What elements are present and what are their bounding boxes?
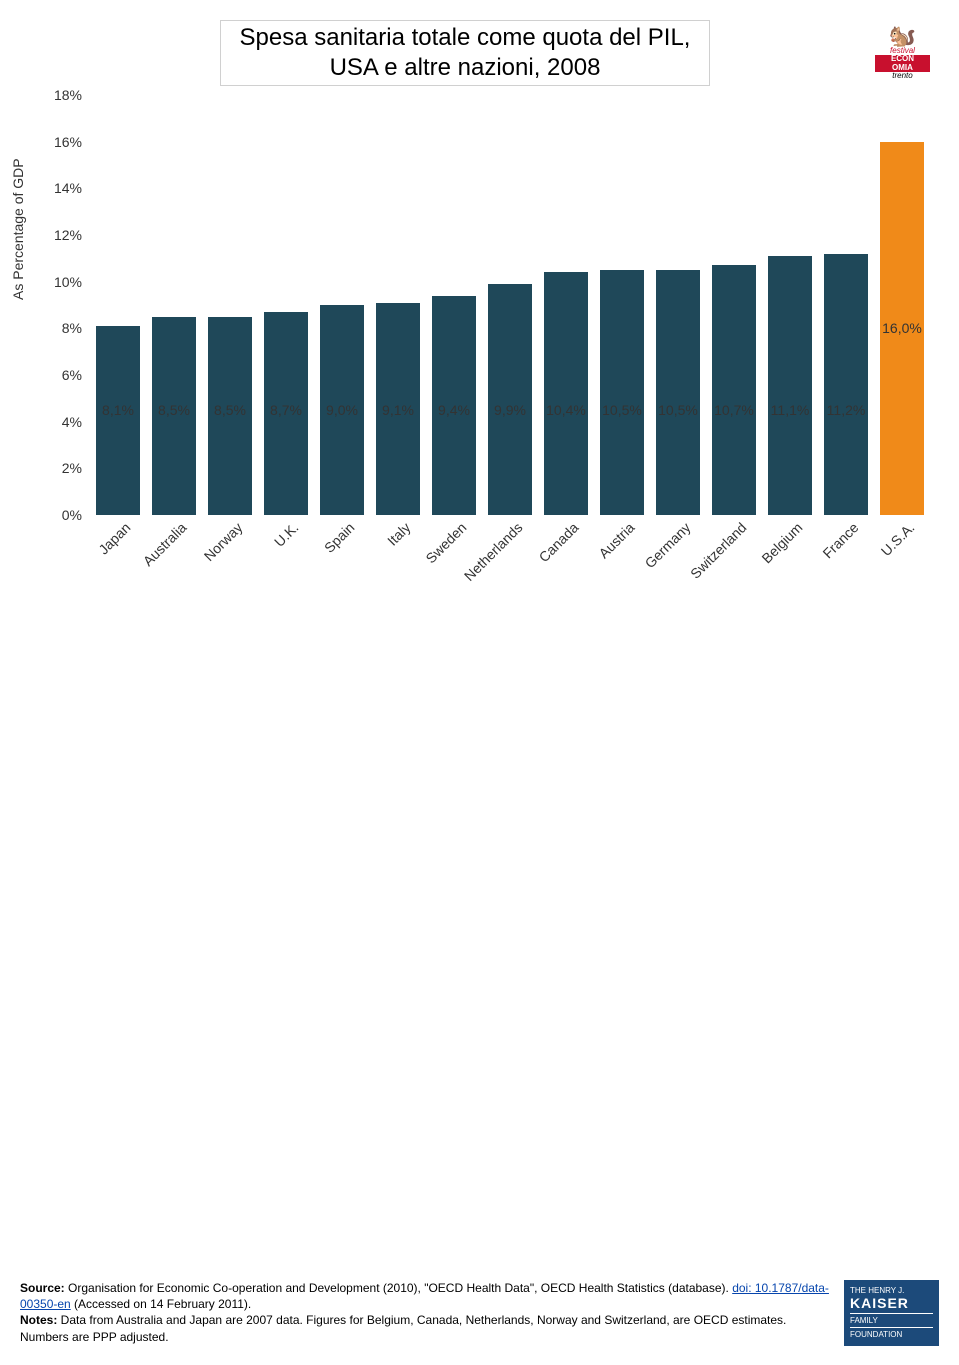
chart-title: Spesa sanitaria totale come quota del PI…: [220, 20, 710, 86]
bar-value-label: 8,7%: [264, 402, 308, 418]
notes-label: Notes:: [20, 1313, 57, 1327]
source-label: Source:: [20, 1281, 65, 1295]
x-axis-label: Italy: [380, 515, 414, 549]
bar-value-label: 9,0%: [320, 402, 364, 418]
y-tick: 2%: [62, 460, 82, 476]
bar-rect: [96, 326, 140, 515]
chart-container: Spesa sanitaria totale come quota del PI…: [20, 20, 940, 640]
bar-value-label: 9,4%: [432, 402, 476, 418]
squirrel-icon: 🐿️: [875, 25, 930, 47]
y-tick: 10%: [54, 274, 82, 290]
x-axis-label: Canada: [531, 515, 581, 565]
notes-text: Data from Australia and Japan are 2007 d…: [20, 1313, 786, 1343]
bar-rect: [824, 254, 868, 515]
y-axis-label: As Percentage of GDP: [10, 158, 26, 300]
x-axis-label: Switzerland: [683, 515, 750, 582]
bar-value-label: 9,9%: [488, 402, 532, 418]
bar: 10,7%Switzerland: [712, 95, 756, 515]
bar-value-label: 8,1%: [96, 402, 140, 418]
bar-value-label: 10,4%: [544, 402, 588, 418]
y-tick: 14%: [54, 180, 82, 196]
bar: 10,4%Canada: [544, 95, 588, 515]
x-axis-label: Spain: [317, 515, 358, 556]
y-tick: 8%: [62, 320, 82, 336]
y-tick: 0%: [62, 507, 82, 523]
bar: 10,5%Germany: [656, 95, 700, 515]
bar: 10,5%Austria: [600, 95, 644, 515]
bar: 9,1%Italy: [376, 95, 420, 515]
festival-economia-logo: 🐿️ festival ECON OMIA trento: [875, 25, 930, 81]
y-tick: 12%: [54, 227, 82, 243]
bars-area: 8,1%Japan 8,5%Australia 8,5%Norway 8,7%U.K.…: [90, 95, 930, 515]
x-axis-label: Norway: [196, 515, 245, 564]
x-axis-label: Austria: [591, 515, 637, 561]
bar: 8,5%Australia: [152, 95, 196, 515]
bar-rect: [712, 265, 756, 515]
bar-rect: [768, 256, 812, 515]
kaiser-logo: THE HENRY J. KAISER FAMILY FOUNDATION: [844, 1280, 939, 1346]
bar: 11,2%France: [824, 95, 868, 515]
bar: 8,7%U.K.: [264, 95, 308, 515]
accessed-text: (Accessed on 14 February 2011).: [71, 1297, 252, 1311]
bar-rect: [600, 270, 644, 515]
bar-value-label: 8,5%: [208, 402, 252, 418]
x-axis-label: Netherlands: [457, 515, 526, 584]
bar-value-label: 11,1%: [768, 402, 812, 418]
plot-area: 0% 2% 4% 6% 8% 10% 12% 14% 16% 18% 8,1%J…: [90, 95, 930, 515]
y-tick: 4%: [62, 414, 82, 430]
y-tick: 16%: [54, 134, 82, 150]
y-tick: 6%: [62, 367, 82, 383]
bar-rect: [656, 270, 700, 515]
bar-value-label: 11,2%: [824, 402, 868, 418]
bar: 8,1%Japan: [96, 95, 140, 515]
x-axis-label: U.K.: [267, 515, 302, 550]
x-axis-label: Japan: [91, 515, 134, 558]
bar-rect: [544, 272, 588, 515]
x-axis-label: Australia: [135, 515, 189, 569]
bar: 8,5%Norway: [208, 95, 252, 515]
bar: 9,9%Netherlands: [488, 95, 532, 515]
x-axis-label: U.S.A.: [873, 515, 917, 559]
bar-value-label: 16,0%: [880, 320, 924, 336]
bar-value-label: 10,7%: [712, 402, 756, 418]
footnote: Source: Organisation for Economic Co-ope…: [20, 1280, 939, 1345]
bar: 9,4%Sweden: [432, 95, 476, 515]
bar-rect: [488, 284, 532, 515]
x-axis-label: Sweden: [418, 515, 469, 566]
bar: 9,0%Spain: [320, 95, 364, 515]
y-tick: 18%: [54, 87, 82, 103]
bar: 16,0%U.S.A.: [880, 95, 924, 515]
bar: 11,1%Belgium: [768, 95, 812, 515]
bar-value-label: 8,5%: [152, 402, 196, 418]
bar-value-label: 9,1%: [376, 402, 420, 418]
title-line-1: Spesa sanitaria totale come quota del PI…: [240, 24, 691, 51]
x-axis-label: France: [815, 515, 861, 561]
title-line-2: USA e altre nazioni, 2008: [330, 54, 601, 81]
x-axis-label: Belgium: [754, 515, 805, 566]
source-text: Organisation for Economic Co-operation a…: [65, 1281, 733, 1295]
bar-value-label: 10,5%: [656, 402, 700, 418]
bar-value-label: 10,5%: [600, 402, 644, 418]
